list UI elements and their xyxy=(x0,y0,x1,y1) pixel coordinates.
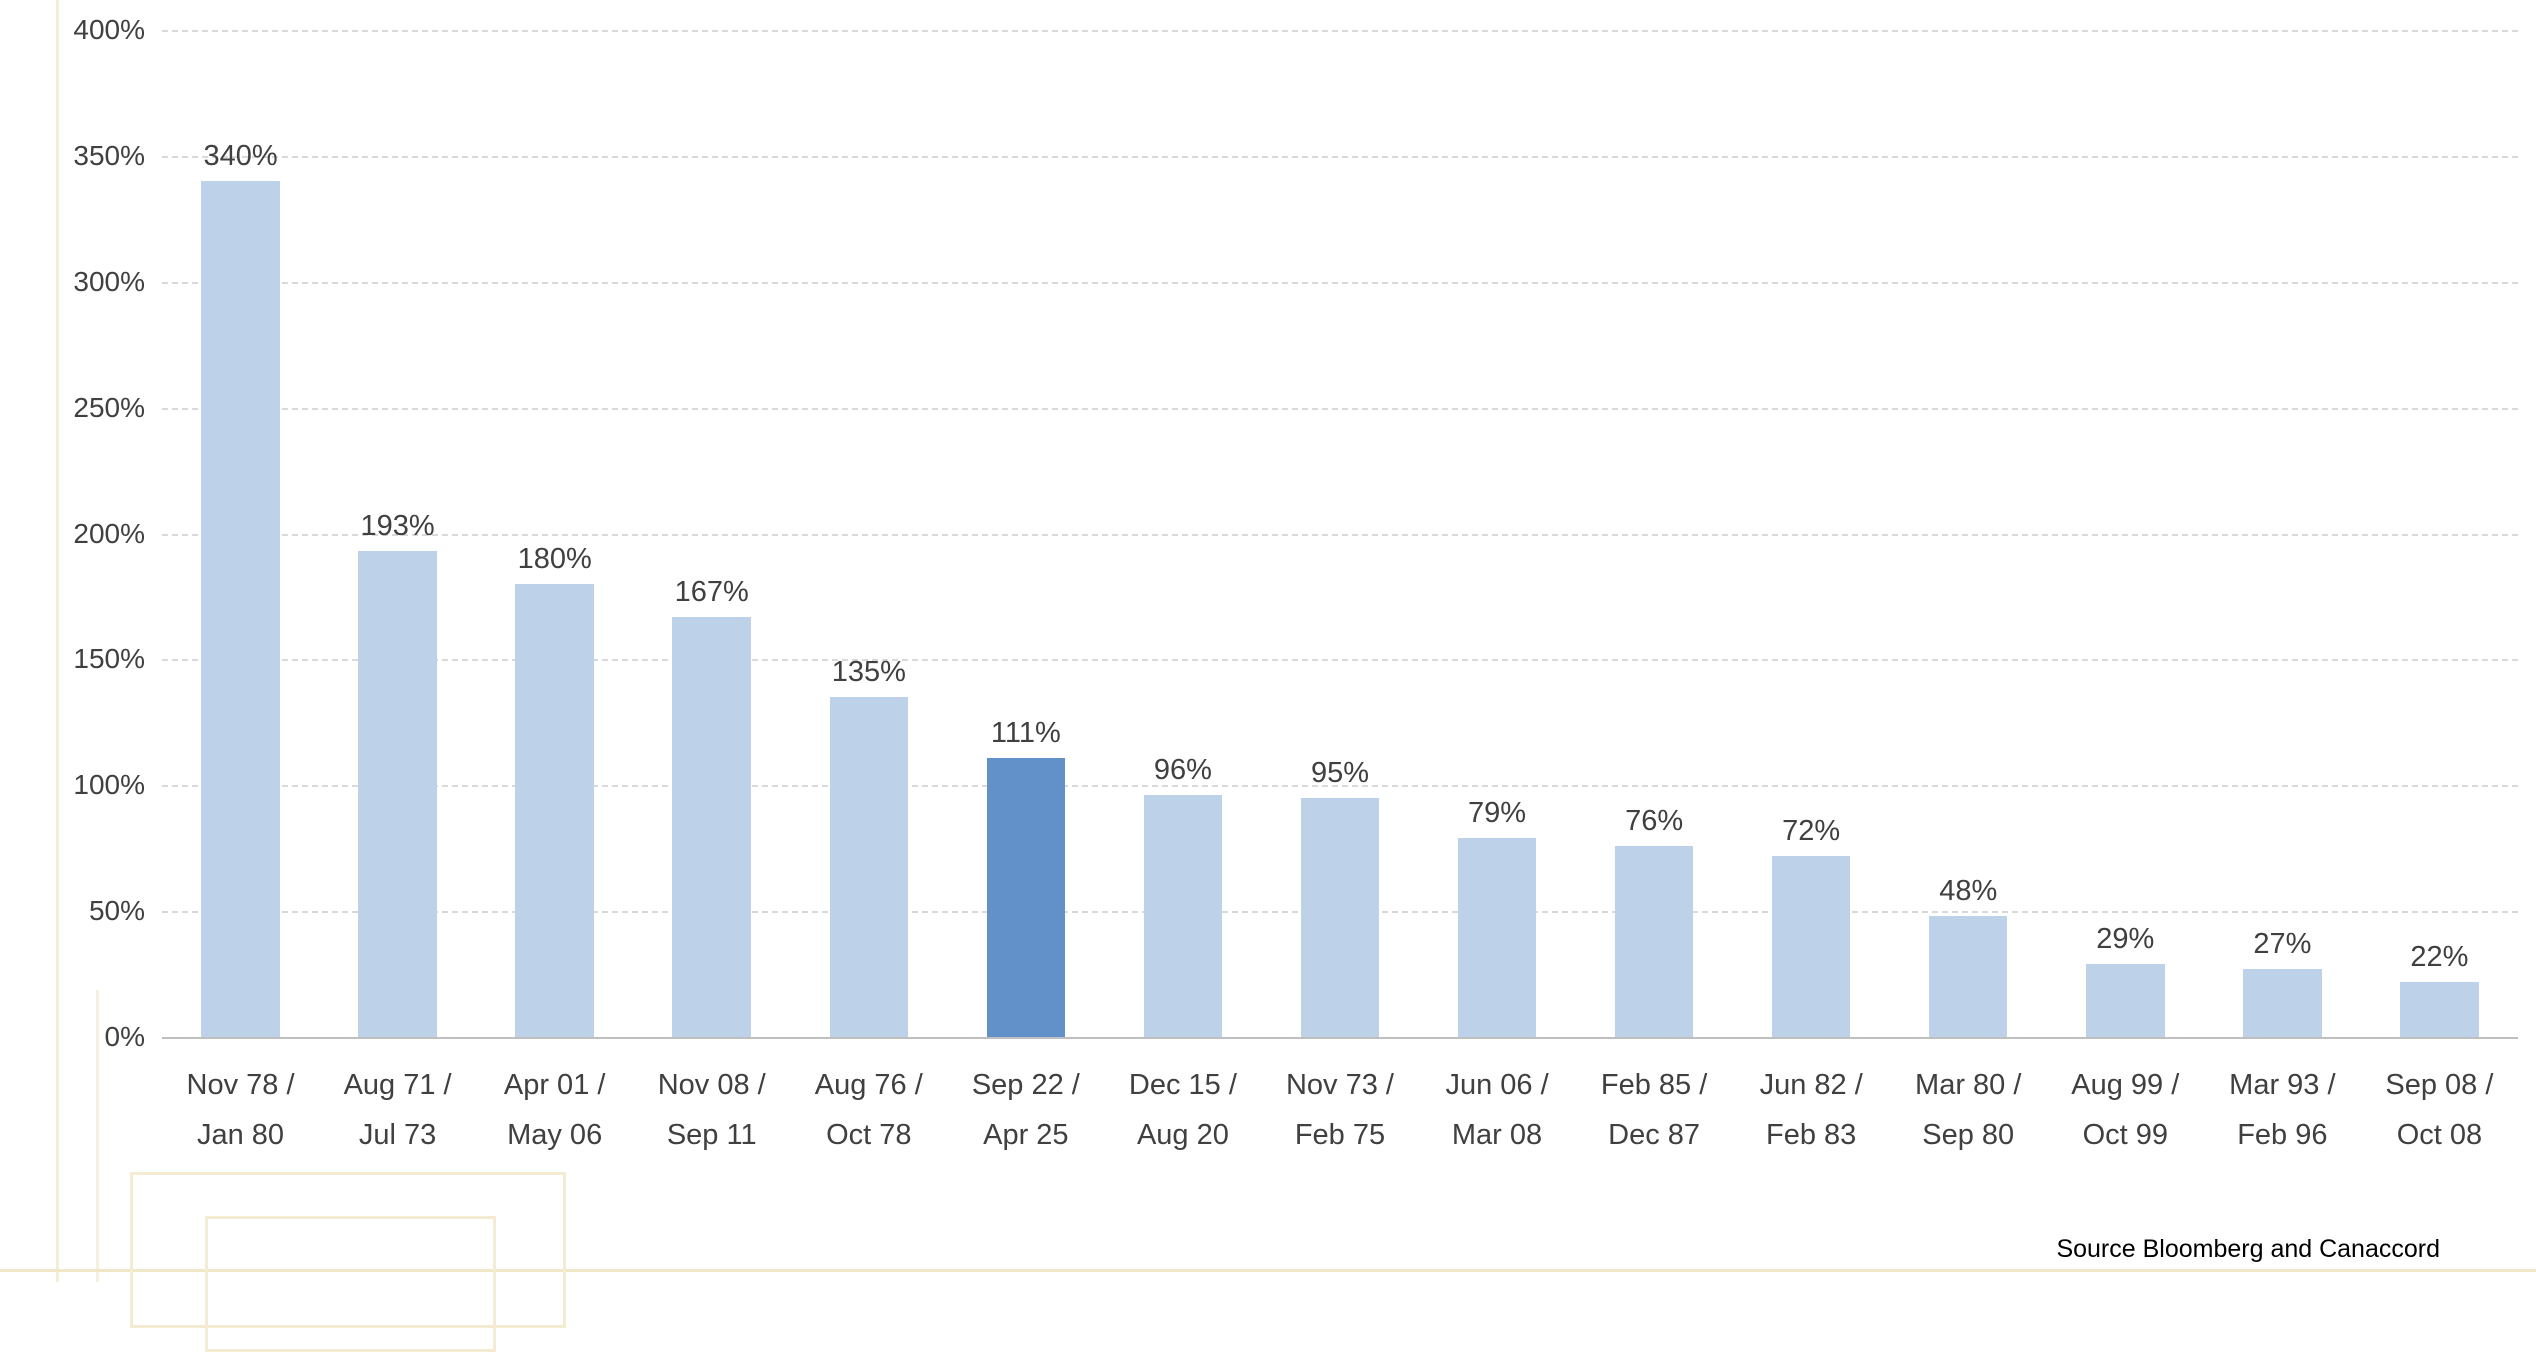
gridline xyxy=(162,281,2518,284)
bar-group: 29% xyxy=(2047,30,2204,1037)
bar xyxy=(1614,845,1694,1037)
bar-value-label: 22% xyxy=(2410,940,2469,973)
y-tick-label: 300% xyxy=(73,265,145,297)
y-tick-label: 100% xyxy=(73,769,145,801)
x-axis-label: Aug 76 /Oct 78 xyxy=(814,1069,923,1151)
bar-group: 27% xyxy=(2204,30,2361,1037)
x-axis-label: Jun 82 /Feb 83 xyxy=(1759,1069,1863,1151)
x-axis-label: Nov 08 /Sep 11 xyxy=(657,1069,766,1151)
x-axis-label: Sep 22 /Apr 25 xyxy=(971,1069,1080,1151)
plot-area: 340% 193% 180% 167% 135% 111% 96% 95% 79% 76% 72% 4… xyxy=(162,30,2518,1039)
bar-group: 96% xyxy=(1104,30,1261,1037)
bar xyxy=(1457,838,1537,1037)
bar-value-label: 135% xyxy=(831,656,906,689)
bar xyxy=(358,551,437,1037)
bar-value-label: 95% xyxy=(1310,756,1369,789)
bar-highlighted xyxy=(986,757,1066,1037)
bar-group: 22% xyxy=(2361,30,2518,1037)
y-tick-label: 0% xyxy=(104,1021,145,1052)
bar xyxy=(2400,981,2479,1037)
bar-group: 76% xyxy=(1576,30,1733,1037)
x-axis-label: Mar 93 /Feb 96 xyxy=(2229,1069,2336,1151)
bars-container: 340% 193% 180% 167% 135% 111% 96% 95% 79% 76% 72% 4… xyxy=(162,30,2518,1037)
bar-group: 167% xyxy=(633,30,790,1037)
bar-group: 340% xyxy=(162,30,319,1037)
y-tick-label: 150% xyxy=(73,643,145,675)
bar-chart: 0% 50% 100% 150% 200% 250% 300% 350% 400% 340% 19… xyxy=(0,14,2518,1263)
bar-value-label: 79% xyxy=(1468,797,1527,830)
bar-value-label: 340% xyxy=(203,140,278,173)
bar xyxy=(1928,916,2008,1037)
x-axis-label: Jun 06 /Mar 08 xyxy=(1445,1069,1549,1151)
gridline xyxy=(162,155,2518,158)
gridline xyxy=(162,785,2518,788)
y-tick-label: 200% xyxy=(73,517,145,549)
x-axis: Nov 78 /Jan 80 Aug 71 /Jul 73 Apr 01 /May … xyxy=(162,1060,2518,1160)
x-axis-label: Mar 80 /Sep 80 xyxy=(1915,1069,2022,1151)
bar xyxy=(1771,855,1851,1037)
bar-value-label: 193% xyxy=(360,510,435,543)
x-axis-label: Apr 01 /May 06 xyxy=(503,1069,606,1151)
bar-value-label: 48% xyxy=(1939,875,1998,908)
bar-value-label: 111% xyxy=(990,716,1061,749)
bar-value-label: 29% xyxy=(2096,923,2155,955)
bar-value-label: 76% xyxy=(1625,804,1684,837)
x-axis-label: Feb 85 /Dec 87 xyxy=(1600,1069,1708,1151)
gridline xyxy=(162,30,2518,32)
gridline xyxy=(162,533,2518,536)
bar xyxy=(1300,797,1380,1037)
bar-group: 79% xyxy=(1419,30,1576,1037)
bar xyxy=(1143,795,1223,1037)
bar xyxy=(2086,964,2165,1037)
bar xyxy=(515,583,594,1037)
bar-group: 111% xyxy=(947,30,1104,1037)
bar-value-label: 27% xyxy=(2253,928,2312,961)
x-axis-label: Nov 73 /Feb 75 xyxy=(1285,1069,1394,1151)
bar-group: 180% xyxy=(476,30,633,1037)
y-tick-label: 50% xyxy=(88,895,145,927)
x-axis-label: Sep 08 /Oct 08 xyxy=(2385,1069,2494,1151)
x-axis-label: Dec 15 /Aug 20 xyxy=(1128,1069,1237,1151)
bar-group: 193% xyxy=(319,30,476,1037)
source-note: Source Bloomberg and Canaccord xyxy=(2056,1235,2440,1263)
x-axis-baseline xyxy=(162,1037,2518,1039)
y-tick-label: 400% xyxy=(73,14,145,45)
bar-value-label: 96% xyxy=(1153,754,1212,787)
x-axis-label: Aug 71 /Jul 73 xyxy=(343,1069,452,1151)
bar-group: 95% xyxy=(1261,30,1418,1037)
bar-value-label: 180% xyxy=(517,542,592,575)
bar-value-label: 167% xyxy=(674,575,749,608)
y-axis: 0% 50% 100% 150% 200% 250% 300% 350% 400% xyxy=(0,14,145,1052)
bar-value-label: 72% xyxy=(1782,814,1841,847)
gridline xyxy=(162,407,2518,410)
x-axis-label: Nov 78 /Jan 80 xyxy=(186,1069,295,1151)
bar xyxy=(201,181,280,1037)
bar-group: 48% xyxy=(1890,30,2047,1037)
bar xyxy=(829,697,909,1037)
x-axis-label: Aug 99 /Oct 99 xyxy=(2071,1069,2180,1151)
gridline xyxy=(162,659,2518,662)
bar xyxy=(672,616,751,1037)
bar-group: 72% xyxy=(1733,30,1890,1037)
bar xyxy=(2243,969,2322,1037)
y-tick-label: 250% xyxy=(73,391,145,423)
y-tick-label: 350% xyxy=(73,139,145,171)
bar-group: 135% xyxy=(790,30,947,1037)
